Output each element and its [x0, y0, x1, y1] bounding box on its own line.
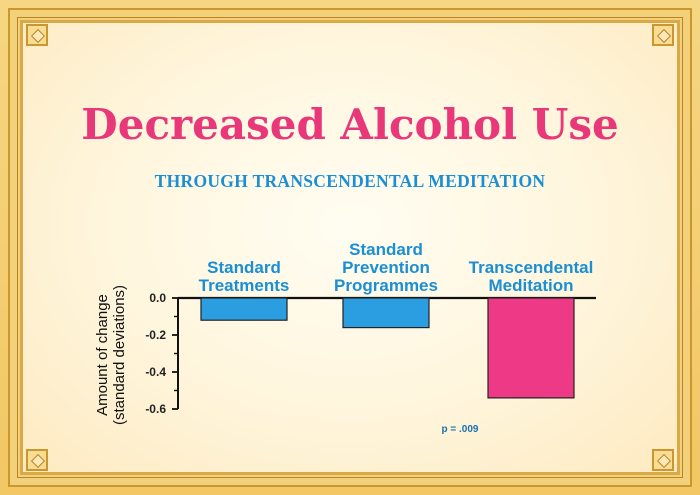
category-label-0: Standard Treatments	[199, 258, 290, 295]
corner-ornament-bottom-left	[26, 449, 48, 471]
chart-title: Decreased Alcohol Use	[81, 100, 619, 149]
y-tick-label-0: 0.0	[149, 291, 166, 305]
category-label-2: Transcendental Meditation	[469, 258, 594, 295]
category-label-1-line-2: Programmes	[334, 276, 438, 295]
category-label-0-line-0: Standard	[207, 258, 281, 277]
y-tick-label-2: -0.4	[145, 365, 166, 379]
chart-labels: 0.0 -0.2 -0.4 -0.6 Amount of change(standard…	[94, 240, 593, 435]
bar-1	[342, 297, 430, 329]
corner-ornament-bottom-right	[652, 449, 674, 471]
chart-bars	[200, 297, 575, 399]
y-axis-label-line-0: Amount of change	[94, 294, 111, 416]
y-tick-label-3: -0.6	[145, 402, 166, 416]
category-label-2-line-0: Transcendental	[469, 258, 594, 277]
category-label-0-line-1: Treatments	[199, 276, 290, 295]
category-label-2-line-1: Meditation	[489, 276, 574, 295]
category-label-1: Standard Prevention Programmes	[334, 240, 438, 295]
decorative-frame-inner	[17, 17, 683, 478]
chart-subtitle: THROUGH TRANSCENDENTAL MEDITATION	[154, 171, 546, 191]
category-label-1-line-1: Prevention	[342, 258, 430, 277]
bar-2	[487, 297, 575, 399]
bar-0	[200, 297, 288, 321]
category-label-1-line-0: Standard	[349, 240, 423, 259]
y-tick-label-1: -0.2	[145, 328, 166, 342]
significance-annotation: p = .009	[442, 424, 479, 435]
corner-ornament-top-left	[26, 24, 48, 46]
y-axis-label-line-1: (standard deviations)	[111, 285, 128, 425]
corner-ornament-top-right	[652, 24, 674, 46]
y-axis-label: Amount of change(standard deviations)	[94, 285, 128, 425]
